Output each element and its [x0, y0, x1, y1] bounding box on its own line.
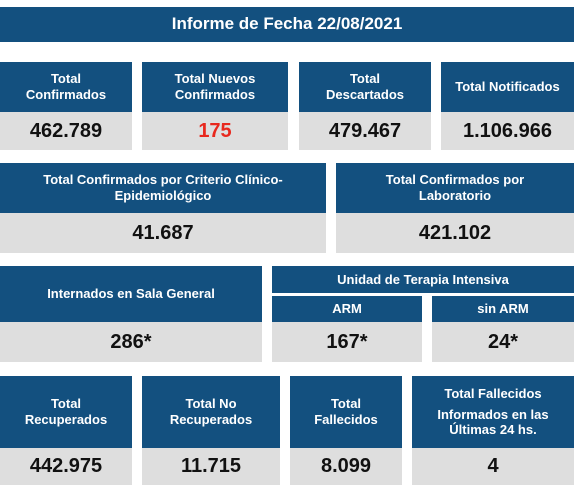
- total-confirmados-header: Total Confirmados: [0, 62, 132, 112]
- report-title: Informe de Fecha 22/08/2021: [0, 7, 574, 42]
- card-label: Total Notificados: [455, 79, 560, 95]
- card-value: 286*: [110, 330, 152, 353]
- total-descartados-header: Total Descartados: [299, 62, 431, 112]
- sin-arm-value: 24*: [432, 322, 574, 362]
- card-value: 41.687: [132, 221, 194, 244]
- fallecidos-24hs-value: 4: [412, 448, 574, 485]
- card-label-line1: Total: [50, 396, 82, 412]
- card-label-line2: Confirmados: [174, 87, 256, 102]
- card-value: 462.789: [29, 119, 103, 142]
- card-label-line2: Fallecidos: [314, 412, 378, 427]
- total-no-recuperados-header: Total No Recuperados: [142, 376, 280, 448]
- card-label-line1: Total No: [185, 396, 237, 412]
- card-value: 8.099: [320, 455, 372, 477]
- card-label-line1: Total: [330, 396, 362, 412]
- uti-header: Unidad de Terapia Intensiva: [272, 266, 574, 293]
- total-notificados-header: Total Notificados: [441, 62, 574, 112]
- total-nuevos-confirmados-header: Total Nuevos Confirmados: [142, 62, 288, 112]
- card-label-line2: Descartados: [325, 87, 405, 102]
- card-value-highlight: 175: [198, 119, 232, 142]
- card-label-line1: Total: [349, 71, 381, 87]
- card-title: Total Fallecidos: [444, 386, 542, 402]
- total-recuperados-header: Total Recuperados: [0, 376, 132, 448]
- card-label-line2: Epidemiológico: [114, 188, 212, 203]
- card-value: 24*: [487, 330, 519, 353]
- sin-arm-header: sin ARM: [432, 296, 574, 322]
- uti-title: Unidad de Terapia Intensiva: [337, 271, 509, 287]
- laboratorio-header: Total Confirmados por Laboratorio: [336, 163, 574, 213]
- laboratorio-value: 421.102: [336, 213, 574, 253]
- card-label-line1: Total Confirmados por Criterio Clínico-: [43, 172, 283, 188]
- card-value: 11.715: [180, 455, 242, 477]
- card-label-line1: Total: [50, 71, 82, 87]
- total-confirmados-value: 462.789: [0, 112, 132, 150]
- card-label-line1: Total Confirmados por: [385, 172, 525, 188]
- arm-header: ARM: [272, 296, 422, 322]
- sala-general-header: Internados en Sala General: [0, 266, 262, 322]
- card-label: ARM: [332, 301, 362, 317]
- total-no-recuperados-value: 11.715: [142, 448, 280, 485]
- total-nuevos-confirmados-value: 175: [142, 112, 288, 150]
- card-value: 442.975: [29, 455, 103, 477]
- card-label-line1: Total Nuevos: [174, 71, 256, 87]
- card-value: 167*: [326, 330, 368, 353]
- card-value: 421.102: [418, 221, 492, 244]
- card-label-line2: Laboratorio: [418, 188, 492, 203]
- card-sub-line1: Informados en las: [437, 406, 549, 422]
- sala-general-value: 286*: [0, 322, 262, 362]
- report-title-text: Informe de Fecha 22/08/2021: [171, 14, 403, 34]
- total-descartados-value: 479.467: [299, 112, 431, 150]
- total-recuperados-value: 442.975: [0, 448, 132, 485]
- card-sub-line2: Últimas 24 hs.: [449, 422, 537, 438]
- card-label: Internados en Sala General: [47, 286, 215, 302]
- card-value: 4: [487, 455, 499, 477]
- fallecidos-24hs-header: Total Fallecidos Informados en las Últim…: [412, 376, 574, 448]
- card-value: 1.106.966: [463, 119, 552, 142]
- card-label: sin ARM: [477, 301, 529, 317]
- total-fallecidos-header: Total Fallecidos: [290, 376, 402, 448]
- criterio-clinico-value: 41.687: [0, 213, 326, 253]
- total-notificados-value: 1.106.966: [441, 112, 574, 150]
- card-label-line2: Recuperados: [169, 412, 253, 427]
- arm-value: 167*: [272, 322, 422, 362]
- total-fallecidos-value: 8.099: [290, 448, 402, 485]
- card-label-line2: Confirmados: [25, 87, 107, 102]
- card-value: 479.467: [328, 119, 402, 142]
- criterio-clinico-header: Total Confirmados por Criterio Clínico- …: [0, 163, 326, 213]
- card-label-line2: Recuperados: [24, 412, 108, 427]
